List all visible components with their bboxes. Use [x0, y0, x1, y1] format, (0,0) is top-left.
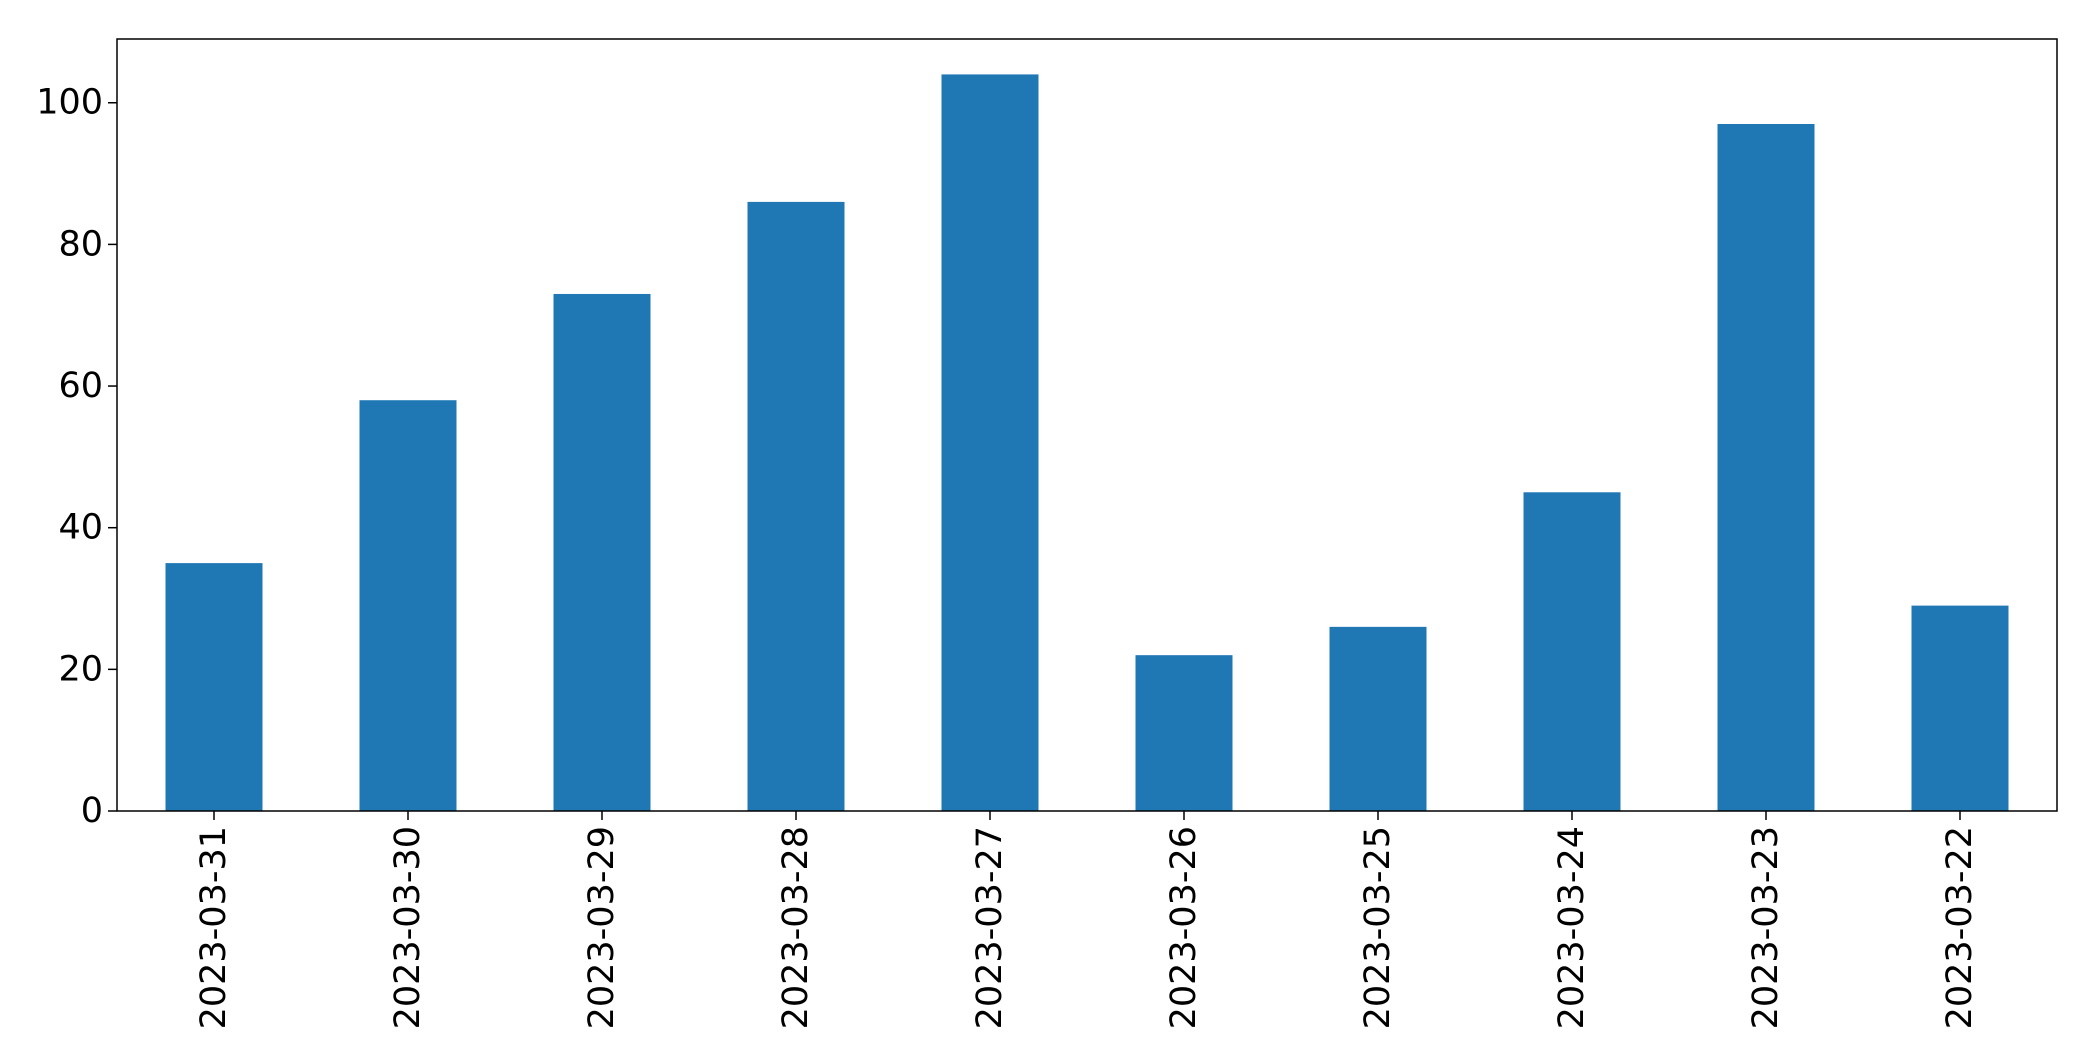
- x-tick-label: 2023-03-28: [776, 826, 816, 1029]
- y-tick-label: 100: [36, 83, 103, 123]
- x-tick-label: 2023-03-31: [194, 826, 234, 1029]
- bar-2023-03-22: [1911, 605, 2009, 811]
- bar-2023-03-25: [1329, 626, 1427, 811]
- y-tick-label: 80: [58, 224, 103, 264]
- bar-2023-03-28: [747, 201, 845, 812]
- y-tick-label: 60: [58, 366, 103, 406]
- bar-2023-03-27: [941, 74, 1039, 811]
- bars-layer: [165, 74, 2009, 812]
- bar-2023-03-29: [553, 293, 651, 811]
- bar-2023-03-30: [359, 400, 457, 811]
- bar-2023-03-23: [1717, 123, 1815, 811]
- y-tick-label: 40: [58, 508, 103, 548]
- plot-frame: [116, 38, 2058, 812]
- y-tick-label: 20: [58, 649, 103, 689]
- y-tick-label: 0: [81, 791, 103, 831]
- x-tick-label: 2023-03-30: [388, 826, 428, 1029]
- x-axis-ticks: 2023-03-31 2023-03-30 2023-03-29 2023-03-28…: [194, 811, 1980, 1029]
- x-tick-label: 2023-03-25: [1358, 826, 1398, 1029]
- bar-2023-03-26: [1135, 655, 1233, 811]
- x-tick-label: 2023-03-29: [582, 826, 622, 1029]
- x-tick-label: 2023-03-23: [1746, 826, 1786, 1029]
- x-tick-label: 2023-03-22: [1940, 826, 1980, 1029]
- x-tick-label: 2023-03-27: [970, 826, 1010, 1029]
- y-axis-ticks: 0 20 40 60 80 100: [36, 83, 117, 831]
- x-tick-label: 2023-03-26: [1164, 826, 1204, 1029]
- axes-layer: [116, 38, 2058, 812]
- bar-2023-03-31: [165, 563, 263, 811]
- bar-2023-03-24: [1523, 492, 1621, 811]
- x-tick-label: 2023-03-24: [1552, 826, 1592, 1029]
